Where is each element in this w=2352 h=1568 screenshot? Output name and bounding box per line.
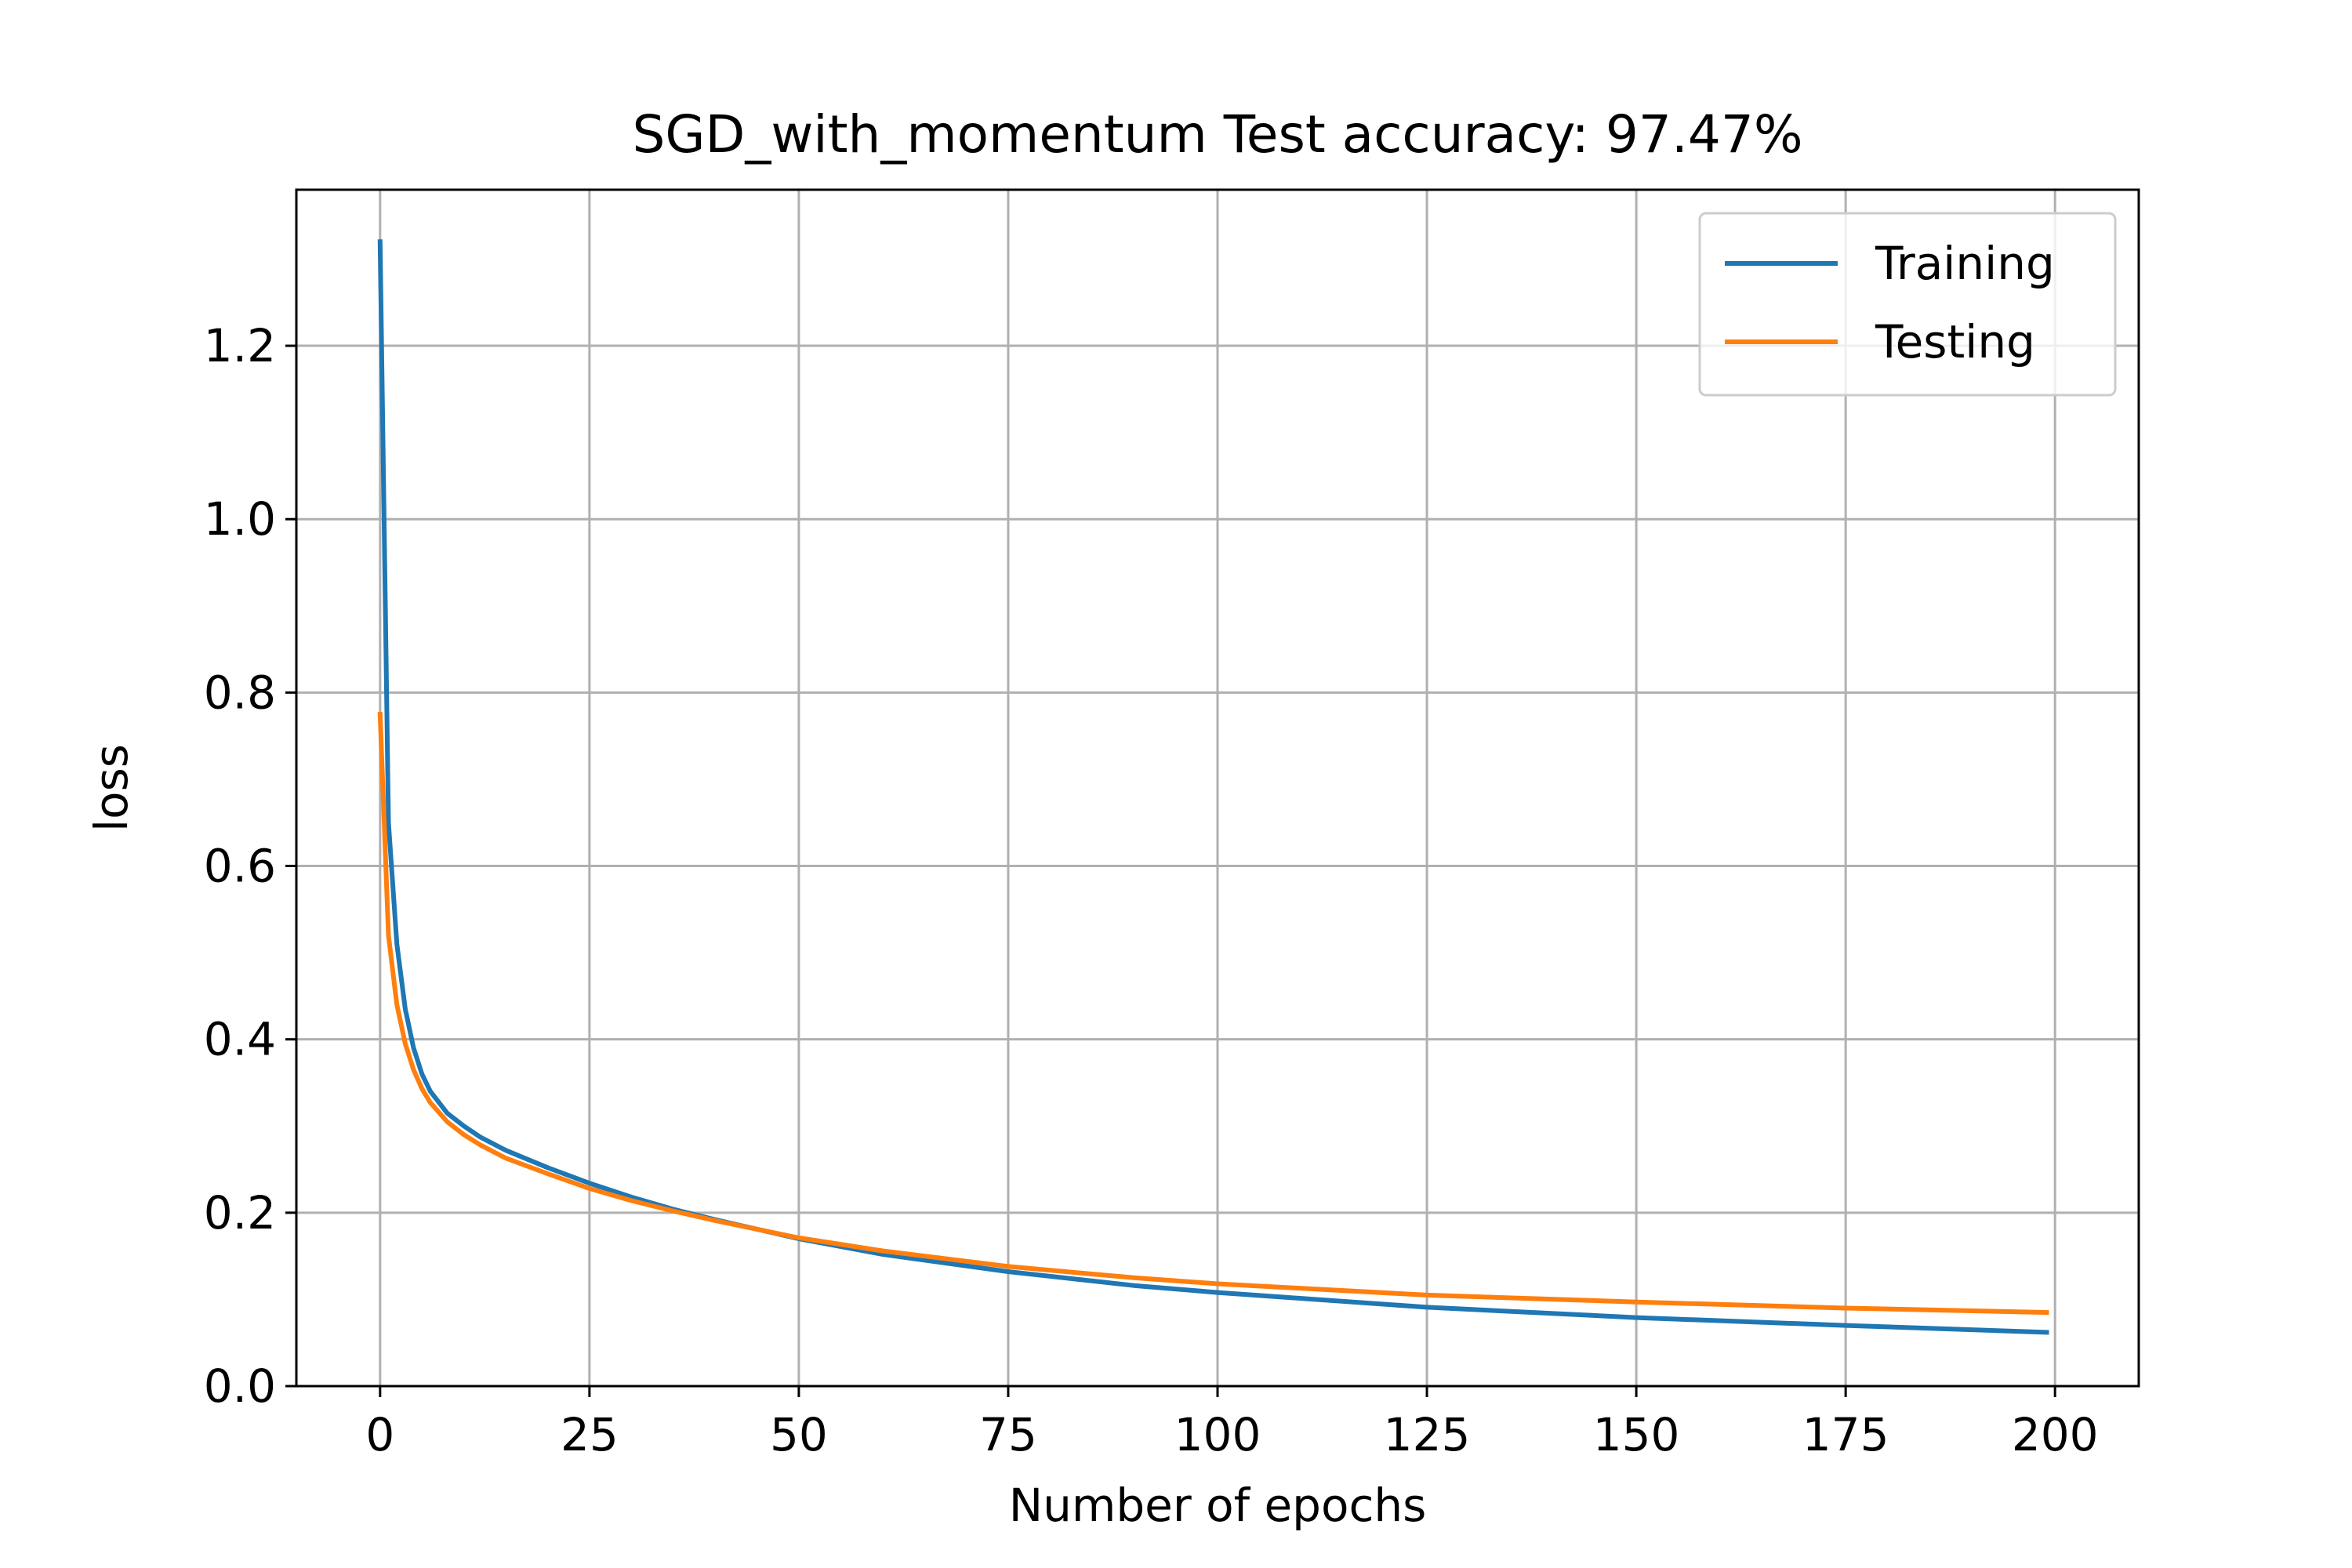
legend-label-training: Training <box>1875 237 2055 290</box>
x-axis-label: Number of epochs <box>1009 1479 1427 1532</box>
x-tick-label: 75 <box>979 1408 1037 1461</box>
x-tick-label: 50 <box>770 1408 828 1461</box>
axis-ticks: 0 25 50 75 100 125 150 175 200 0.0 0.2 0.4 0.6 0.8 1.0… <box>204 319 2099 1461</box>
x-tick-label: 25 <box>561 1408 619 1461</box>
y-axis-label: loss <box>85 744 138 832</box>
x-tick-label: 150 <box>1593 1408 1680 1461</box>
series-line-training <box>377 239 2049 1335</box>
y-tick-label: 1.0 <box>204 492 276 546</box>
chart-title: SGD_with_momentum Test accuracy: 97.47% <box>632 104 1802 165</box>
legend-box <box>1698 212 2117 397</box>
y-tick-label: 0.4 <box>204 1013 276 1066</box>
legend: Training Testing <box>1698 212 2117 397</box>
series-lines <box>377 239 2049 1335</box>
x-tick-label: 175 <box>1802 1408 1889 1461</box>
x-tick-label: 125 <box>1384 1408 1471 1461</box>
y-tick-label: 0.6 <box>204 840 276 893</box>
legend-label-testing: Testing <box>1875 315 2035 368</box>
x-tick-label: 100 <box>1174 1408 1261 1461</box>
y-tick-label: 0.0 <box>204 1359 276 1413</box>
y-tick-label: 1.2 <box>204 319 276 372</box>
y-tick-label: 0.8 <box>204 666 276 719</box>
x-tick-label: 0 <box>365 1408 394 1461</box>
y-tick-label: 0.2 <box>204 1186 276 1240</box>
x-tick-label: 200 <box>2012 1408 2099 1461</box>
series-line-testing <box>377 711 2049 1316</box>
